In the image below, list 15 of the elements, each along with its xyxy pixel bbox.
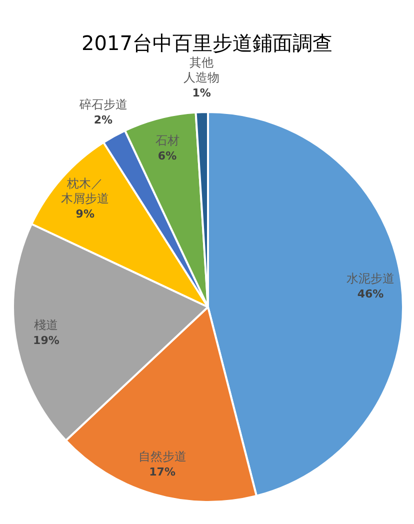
data-label: 1% <box>192 86 211 100</box>
slice-label: 枕木／木屑步道 <box>61 176 110 206</box>
data-label: 9% <box>76 207 94 220</box>
slice-label: 棧道 <box>34 318 58 332</box>
data-label: 17% <box>149 466 176 479</box>
slice-label: 碎石步道 <box>78 98 128 112</box>
slice-label: 水泥步道 <box>346 272 395 286</box>
data-label: 2% <box>94 114 113 127</box>
data-label: 46% <box>357 288 384 301</box>
chart-title: 2017台中百里步道鋪面調查 <box>82 31 332 55</box>
slice-label: 其他人造物 <box>184 55 220 84</box>
slice-label: 自然步道 <box>138 450 186 464</box>
slice-label: 石材 <box>155 134 180 148</box>
data-label: 19% <box>33 334 60 347</box>
data-label: 6% <box>158 150 177 163</box>
